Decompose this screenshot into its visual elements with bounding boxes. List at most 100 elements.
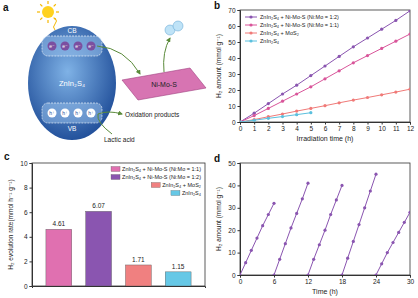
data-point [240,120,242,122]
data-point [267,213,270,216]
data-point [323,229,326,232]
y-axis-title: H₂ amount (mmol g⁻¹) [215,34,223,98]
hole-label: h⁺ [88,110,94,116]
data-point [397,231,400,234]
data-point [306,273,309,275]
data-point [261,224,264,227]
series-line [240,113,311,122]
axis [33,287,206,289]
data-point [267,102,270,105]
panel-label: d [214,153,220,164]
legend-marker [249,31,252,34]
data-point [318,243,321,246]
tick: 24 [373,275,381,285]
tick: 6 [324,122,328,132]
series-line [240,89,410,122]
data-point [338,101,341,104]
tick-label: 30 [228,204,236,211]
tick-label: 8 [352,125,356,132]
data-point [394,40,397,43]
plot-frame [240,10,410,122]
panel-label: b [214,0,220,11]
data-point [408,211,410,214]
data-point [295,212,298,215]
data-point [408,32,410,35]
tick-label: 40 [228,182,236,189]
series-line [240,174,410,275]
data-point [309,85,312,88]
data-point [386,251,389,254]
tick: 6 [24,209,32,216]
tick: 6 [273,275,277,285]
data-label: 6.07 [92,202,105,209]
data-point [352,45,355,48]
tick-mark [30,286,33,287]
data-point [366,96,369,99]
data-point [295,84,298,87]
panel-label: a [3,2,9,13]
tick-label: 3 [281,125,285,132]
hole-arrow [98,112,122,134]
tick-mark [238,26,241,27]
tick-label: 10 [379,125,387,132]
tick-mark [238,58,241,59]
cocatalyst-label: Ni-Mo-S [151,81,177,88]
legend-marker [249,39,252,42]
figure-svg: CBVBe⁻h⁺e⁻h⁺e⁻h⁺e⁻h⁺ZnIn₂S₄Ni-Mo-SLactic… [0,0,418,298]
electron [61,42,70,51]
data-point [240,120,242,122]
figure: CBVBe⁻h⁺e⁻h⁺e⁻h⁺e⁻h⁺ZnIn₂S₄Ni-Mo-SLactic… [0,0,418,298]
tick: 0 [24,283,32,290]
tick: 1 [253,122,257,132]
tick: 20 [228,87,240,94]
tick: 8 [352,122,356,132]
legend-label: ZnIn₂S₄ [260,38,280,44]
tick-label: 0 [232,119,236,126]
tick: 4 [24,233,32,240]
tick: 0 [232,272,240,279]
legend-label: ZnIn₂S₄ + Ni-Mo-S (Ni:Mo = 1:2) [122,174,201,180]
data-point [267,107,270,110]
tick: 40 [228,55,240,62]
data-point [295,110,298,113]
tick-label: 2 [24,258,28,265]
data-point [338,69,341,72]
tick-label: 2 [267,125,271,132]
data-point [366,54,369,57]
tick-mark [238,122,241,123]
material-label: ZnIn₂S₄ [59,79,85,88]
tick-mark [30,212,33,213]
tick-label: 20 [228,227,236,234]
tick: 20 [228,227,240,234]
tick-label: 5 [310,125,314,132]
tick-mark [238,208,241,209]
tick-label: 12 [407,125,415,132]
tick: 40 [228,182,240,189]
tick-mark [238,106,241,107]
tick-label: 50 [228,39,236,46]
tick: 50 [228,160,240,167]
tick: 2 [267,122,271,132]
plot-area [240,10,410,122]
data-point [380,28,383,31]
data-point [352,240,355,243]
cocatalyst-slab [122,68,206,100]
tick: 3 [281,122,285,132]
data-point [380,262,383,265]
tick-mark [238,90,241,91]
axis: 010203040506070 [228,7,240,126]
tick: 11 [393,122,400,132]
data-point [267,117,270,120]
tick-label: 0 [232,272,236,279]
legend-label: ZnIn₂S₄ + MoS₂ [260,30,299,36]
tick-label: 40 [228,55,236,62]
tick-label: 10 [20,160,28,167]
sun-ray [40,4,42,6]
tick-label: 70 [228,7,236,14]
plot-frame [32,163,205,286]
tick-label: 0 [239,278,243,285]
axis-line [238,164,241,276]
data-point [408,10,410,12]
tick: 10 [228,103,240,110]
data-point [240,120,242,122]
